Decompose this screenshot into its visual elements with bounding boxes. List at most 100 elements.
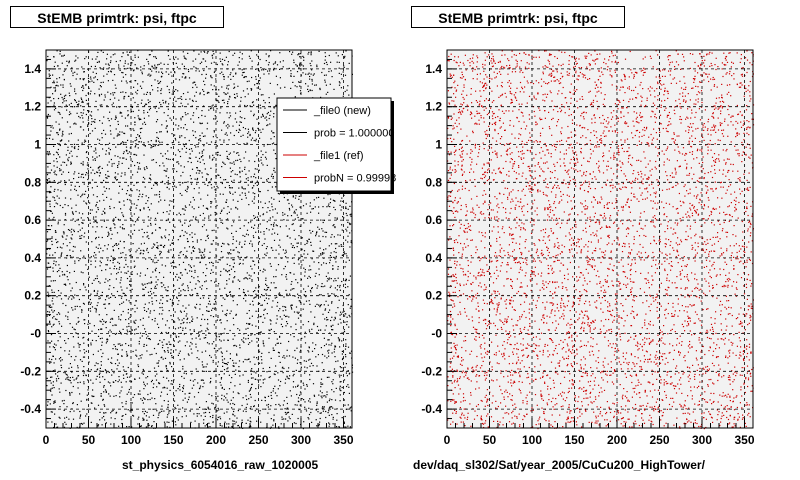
data-point <box>337 295 339 298</box>
data-point <box>169 221 171 223</box>
data-point <box>108 297 110 299</box>
data-point <box>169 210 171 212</box>
data-point <box>109 279 111 281</box>
data-point <box>62 102 64 104</box>
data-point <box>91 130 94 132</box>
data-point <box>155 161 157 164</box>
data-point <box>320 378 323 380</box>
data-point <box>189 329 191 331</box>
data-point <box>186 341 188 343</box>
data-point <box>141 196 143 198</box>
data-point <box>50 126 52 128</box>
data-point <box>324 285 326 287</box>
data-point <box>58 323 61 325</box>
data-point <box>332 199 334 201</box>
data-point <box>55 121 57 123</box>
data-point <box>246 229 249 231</box>
data-point <box>226 263 228 265</box>
data-point <box>255 287 257 289</box>
data-point <box>241 74 243 76</box>
data-point <box>114 333 117 335</box>
data-point <box>59 170 61 172</box>
data-point <box>319 88 321 91</box>
data-point <box>100 328 102 330</box>
data-point <box>310 54 312 56</box>
data-point <box>317 285 319 287</box>
data-point <box>116 179 118 181</box>
data-point <box>198 172 200 174</box>
data-point <box>153 243 155 245</box>
data-point <box>114 296 116 298</box>
data-point <box>264 253 266 255</box>
data-point <box>64 204 66 206</box>
data-point <box>189 220 191 222</box>
data-point <box>141 354 143 356</box>
data-point <box>195 307 197 309</box>
data-point <box>303 267 305 269</box>
data-point <box>342 304 344 307</box>
data-point <box>190 118 192 120</box>
data-point <box>167 63 169 65</box>
data-point <box>154 182 156 184</box>
data-point <box>128 318 130 320</box>
data-point <box>69 283 71 285</box>
data-point <box>114 227 116 229</box>
data-point <box>228 269 230 272</box>
data-point <box>150 145 152 147</box>
data-point <box>110 158 112 161</box>
data-point <box>238 366 240 368</box>
data-point <box>175 139 177 141</box>
data-point <box>100 349 102 351</box>
data-point <box>153 184 155 186</box>
data-point <box>65 154 67 156</box>
data-point <box>149 68 152 70</box>
data-point <box>62 236 64 238</box>
data-point <box>124 60 126 62</box>
data-point <box>219 212 222 214</box>
data-point <box>125 343 127 345</box>
data-point <box>198 358 200 360</box>
data-point <box>328 410 330 412</box>
data-point <box>256 184 258 186</box>
data-point <box>134 311 136 313</box>
data-point <box>210 201 212 203</box>
data-point <box>171 301 174 303</box>
data-point <box>57 154 59 156</box>
data-point <box>63 273 65 275</box>
data-point <box>111 293 113 295</box>
data-point <box>273 222 275 224</box>
data-point <box>89 93 91 95</box>
data-point <box>166 300 169 302</box>
data-point <box>98 251 100 253</box>
data-point <box>56 166 58 168</box>
data-point <box>92 226 94 228</box>
data-point <box>226 368 228 370</box>
data-point <box>75 210 77 213</box>
data-point <box>67 298 69 300</box>
data-point <box>340 390 342 392</box>
data-point <box>178 212 180 214</box>
data-point <box>208 92 210 94</box>
data-point <box>189 379 192 381</box>
data-point <box>68 367 70 369</box>
data-point <box>287 377 289 379</box>
data-point <box>327 412 329 414</box>
data-point <box>256 337 258 339</box>
data-point <box>61 117 63 119</box>
data-point <box>116 273 118 275</box>
data-point <box>132 220 134 222</box>
data-point <box>46 248 48 250</box>
data-point <box>241 339 243 341</box>
data-point <box>135 145 137 147</box>
data-point <box>205 366 207 368</box>
data-point <box>213 71 215 73</box>
data-point <box>50 86 52 88</box>
data-point <box>246 403 248 405</box>
data-point <box>329 262 331 264</box>
data-point <box>159 302 161 304</box>
data-point <box>90 421 92 423</box>
data-point <box>273 373 275 375</box>
data-point <box>311 350 314 352</box>
data-point <box>74 359 76 361</box>
data-point <box>148 424 150 426</box>
